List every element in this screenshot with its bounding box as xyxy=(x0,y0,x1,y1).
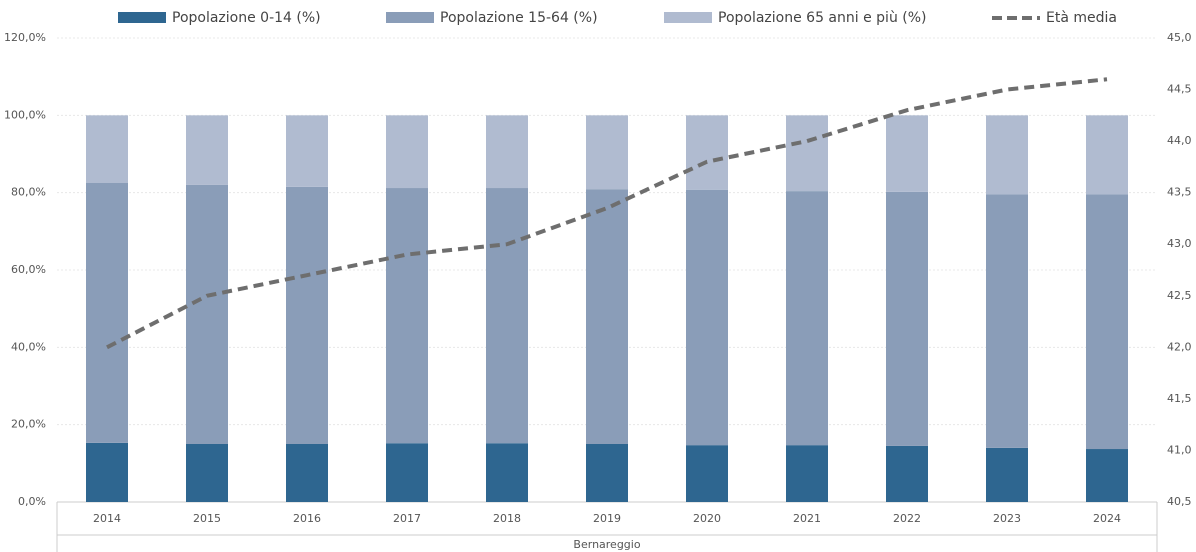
bar xyxy=(686,445,728,502)
bar xyxy=(186,444,228,502)
x-axis-label: Bernareggio xyxy=(573,538,640,551)
bar xyxy=(586,444,628,502)
legend-swatch xyxy=(118,12,166,23)
bar xyxy=(86,442,128,502)
bar xyxy=(486,443,528,502)
y-tick-label: 0,0% xyxy=(18,495,46,508)
bar xyxy=(86,183,128,443)
x-tick-label: 2020 xyxy=(693,512,721,525)
line xyxy=(106,77,1108,350)
x-tick-label: 2015 xyxy=(193,512,221,525)
bar xyxy=(1086,115,1128,195)
bar xyxy=(386,443,428,502)
bar xyxy=(686,189,728,446)
bar xyxy=(86,115,128,183)
bar xyxy=(886,115,928,192)
y2-tick-label: 45,0 xyxy=(1167,31,1192,44)
y-tick-label: 20,0% xyxy=(11,418,46,431)
bar xyxy=(486,188,528,444)
bar xyxy=(786,445,828,502)
y2-tick-label: 42,5 xyxy=(1167,289,1192,302)
legend-swatch xyxy=(386,12,434,23)
bar xyxy=(486,115,528,189)
bar xyxy=(686,115,728,190)
bar xyxy=(886,191,928,446)
bar xyxy=(786,115,828,192)
x-tick-label: 2016 xyxy=(293,512,321,525)
legend-swatch xyxy=(664,12,712,23)
x-tick-label: 2014 xyxy=(93,512,121,525)
bar xyxy=(586,189,628,444)
legend-label: Popolazione 15-64 (%) xyxy=(440,10,598,26)
y2-tick-label: 42,0 xyxy=(1167,340,1192,353)
bar xyxy=(986,115,1028,195)
bar xyxy=(286,444,328,502)
bar xyxy=(1086,449,1128,502)
bar xyxy=(986,447,1028,502)
bar xyxy=(286,186,328,444)
bar xyxy=(386,115,428,189)
x-tick-label: 2022 xyxy=(893,512,921,525)
legend-label: Popolazione 0-14 (%) xyxy=(172,10,321,26)
y2-tick-label: 44,0 xyxy=(1167,134,1192,147)
bar xyxy=(786,191,828,446)
y2-tick-label: 41,0 xyxy=(1167,443,1192,456)
y-tick-label: 60,0% xyxy=(11,263,46,276)
bar xyxy=(1086,194,1128,450)
x-tick-label: 2017 xyxy=(393,512,421,525)
y2-tick-label: 40,5 xyxy=(1167,495,1192,508)
y2-tick-label: 44,5 xyxy=(1167,83,1192,96)
x-tick-label: 2021 xyxy=(793,512,821,525)
x-tick-label: 2023 xyxy=(993,512,1021,525)
bar xyxy=(186,115,228,185)
y2-tick-label: 43,5 xyxy=(1167,186,1192,199)
bar xyxy=(286,115,328,187)
bar xyxy=(986,194,1028,448)
bar xyxy=(386,188,428,444)
y2-tick-label: 41,5 xyxy=(1167,392,1192,405)
y-tick-label: 120,0% xyxy=(4,31,46,44)
y-tick-label: 40,0% xyxy=(11,340,46,353)
x-tick-label: 2024 xyxy=(1093,512,1121,525)
y-tick-label: 100,0% xyxy=(4,108,46,121)
legend-label: Popolazione 65 anni e più (%) xyxy=(718,10,927,26)
y2-tick-label: 43,0 xyxy=(1167,237,1192,250)
y-tick-label: 80,0% xyxy=(11,186,46,199)
x-tick-label: 2019 xyxy=(593,512,621,525)
legend-label: Età media xyxy=(1046,10,1117,26)
bar xyxy=(186,184,228,444)
bar xyxy=(886,445,928,502)
bar xyxy=(586,115,628,190)
x-tick-label: 2018 xyxy=(493,512,521,525)
